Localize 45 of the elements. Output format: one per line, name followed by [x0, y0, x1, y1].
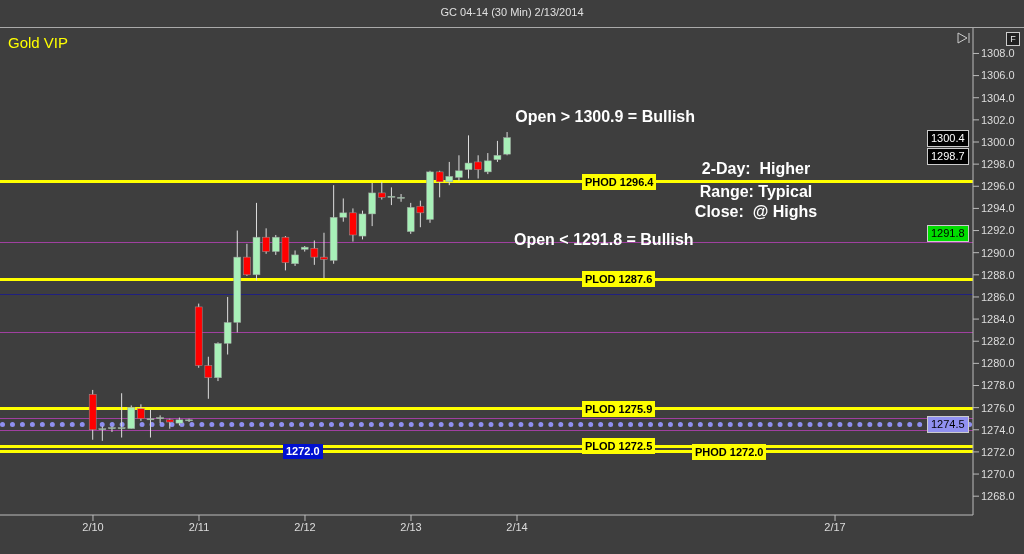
annotation: Gold VIP	[8, 34, 69, 52]
ref-line-label: PLOD 1272.5	[582, 438, 656, 455]
y-tick-label: 1300.0	[981, 135, 1015, 148]
y-tick-label: 1282.0	[981, 335, 1015, 348]
annotation: 1298.7	[927, 148, 969, 166]
y-tick-label: 1296.0	[981, 180, 1015, 193]
ref-line-label: PLOD 1275.9	[582, 400, 656, 417]
ref-line-label: PLOD 1287.6	[582, 271, 656, 288]
y-tick-label: 1298.0	[981, 158, 1015, 171]
annotation: 1300.4	[927, 129, 969, 147]
annotation: Close: @ Highs	[693, 203, 819, 221]
y-tick-label: 1276.0	[981, 401, 1015, 414]
annotation: 1291.8	[927, 224, 969, 242]
annotation: 1274.5	[927, 416, 969, 434]
y-tick-label: 1268.0	[981, 490, 1015, 503]
x-tick-label: 2/12	[294, 520, 316, 533]
x-tick-label: 2/13	[400, 520, 422, 533]
y-tick-label: 1292.0	[981, 224, 1015, 237]
ref-line-label: PHOD 1296.4	[582, 173, 657, 190]
x-tick-label: 2/14	[506, 520, 528, 533]
annotation: 2-Day: Higher	[701, 160, 811, 177]
y-tick-label: 1290.0	[981, 246, 1015, 259]
chart-title: GC 04-14 (30 Min) 2/13/2014	[439, 6, 585, 18]
x-tick-label: 2/17	[824, 520, 846, 533]
annotation: Range: Typical	[699, 183, 813, 200]
y-tick-label: 1272.0	[981, 445, 1015, 458]
y-tick-label: 1274.0	[981, 423, 1015, 436]
y-tick-label: 1270.0	[981, 467, 1015, 480]
annotation: 1272.0	[282, 443, 323, 459]
y-tick-label: 1284.0	[981, 313, 1015, 325]
y-tick-label: 1278.0	[981, 379, 1015, 392]
text: F	[1006, 32, 1020, 46]
y-tick-label: 1288.0	[981, 268, 1015, 281]
y-tick-label: 1294.0	[981, 202, 1015, 215]
ref-line-label: PHOD 1272.0	[692, 443, 767, 460]
x-tick-label: 2/10	[82, 520, 104, 533]
annotation: Open > 1300.9 = Bullish	[515, 108, 695, 127]
annotation: Open < 1291.8 = Bullish	[514, 231, 694, 249]
y-tick-label: 1306.0	[981, 69, 1015, 82]
x-tick-label: 2/11	[188, 520, 210, 533]
y-tick-label: 1302.0	[981, 113, 1015, 126]
y-tick-label: 1304.0	[981, 91, 1015, 104]
y-tick-label: 1280.0	[981, 357, 1015, 370]
y-tick-label: 1286.0	[981, 290, 1015, 303]
y-tick-label: 1308.0	[981, 47, 1015, 60]
